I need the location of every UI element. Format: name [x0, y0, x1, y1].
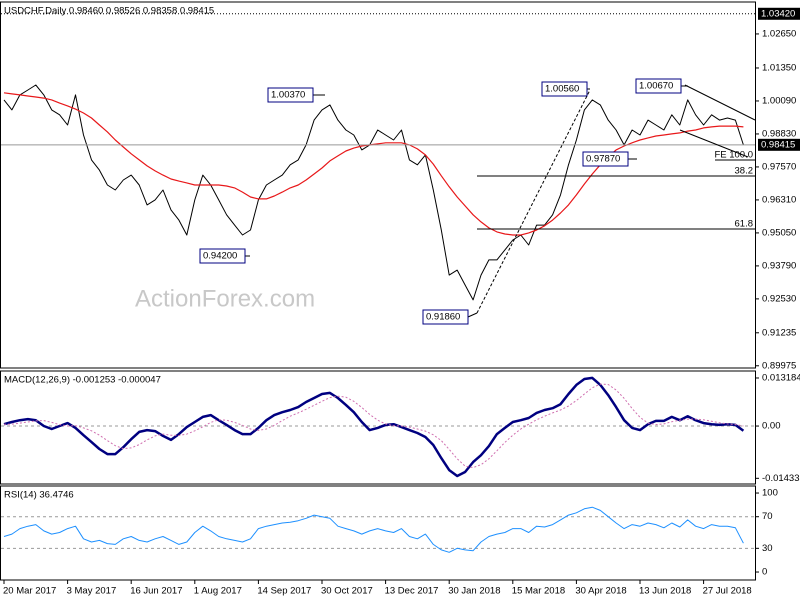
price-tag: [758, 7, 800, 20]
y-tick-label: 1.00090: [762, 95, 796, 106]
y-tick-label: 0: [762, 567, 767, 578]
trend-line: [476, 89, 591, 314]
panel-frame: [0, 485, 756, 581]
fib-label: 38.2: [735, 166, 754, 177]
watermark: ActionForex.com: [135, 285, 315, 312]
annotation-label: 0.97870: [586, 154, 620, 165]
fib-label: 61.8: [735, 219, 754, 230]
price-tag: [758, 138, 800, 151]
panel-frame: [0, 370, 756, 485]
y-tick-label: 0.97570: [762, 161, 796, 172]
x-tick-label: 30 Apr 2018: [575, 586, 626, 597]
y-tick-label: 0.93790: [762, 260, 796, 271]
price-tag-label: 1.03420: [761, 8, 795, 19]
y-tick-label: 0.00: [762, 421, 781, 432]
annotation-label: 1.00560: [545, 84, 579, 95]
y-tick-label: 0.013184: [762, 372, 800, 383]
series-line: [3, 376, 745, 478]
annotation-box: [635, 78, 682, 94]
x-tick-label: 13 Jun 2018: [639, 586, 691, 597]
annotation-box: [199, 248, 246, 264]
x-tick-label: 3 May 2017: [67, 586, 117, 597]
annotation-leader: [467, 312, 478, 318]
y-tick-label: 0.96310: [762, 194, 796, 205]
annotation-box: [422, 309, 469, 325]
annotation-box: [582, 151, 629, 167]
x-tick-label: 16 Jun 2017: [130, 586, 182, 597]
annotation-box: [267, 87, 314, 103]
y-tick-label: 0.92530: [762, 293, 796, 304]
y-tick-label: 70: [762, 511, 773, 522]
y-tick-label: 0.98830: [762, 128, 796, 139]
y-tick-label: -0.014339: [762, 473, 800, 484]
y-tick-label: 0.91235: [762, 327, 796, 338]
fib-label: FE 100.0: [714, 150, 753, 161]
annotation-label: 1.00670: [639, 81, 673, 92]
y-tick-label: 0.89975: [762, 360, 796, 371]
panel-title: USDCHF,Daily 0.98460 0.98526 0.98358 0.9…: [4, 6, 214, 17]
panel-title: RSI(14) 36.4746: [4, 490, 74, 501]
x-tick-label: 30 Oct 2017: [321, 586, 373, 597]
y-tick-label: 1.02650: [762, 28, 796, 39]
price-tag-label: 0.98415: [761, 139, 795, 150]
panel-frame: [0, 1, 756, 369]
x-tick-label: 15 Mar 2018: [512, 586, 565, 597]
annotation-box: [541, 81, 588, 97]
annotation-label: 0.94200: [203, 251, 237, 262]
y-tick-label: 30: [762, 543, 773, 554]
annotation-label: 1.00370: [271, 90, 305, 101]
x-tick-label: 14 Sep 2017: [257, 586, 311, 597]
series-line: [3, 84, 744, 301]
annotation-label: 0.91860: [426, 312, 460, 323]
x-tick-label: 27 Jul 2018: [703, 586, 752, 597]
series-line: [4, 383, 744, 469]
y-tick-label: 1.01350: [762, 62, 796, 73]
channel-line: [679, 129, 749, 158]
y-tick-label: 0.95050: [762, 227, 796, 238]
series-line: [3, 506, 744, 553]
channel-line: [684, 84, 756, 121]
x-tick-label: 1 Aug 2017: [194, 586, 242, 597]
x-tick-label: 30 Jan 2018: [448, 586, 500, 597]
x-tick-label: 20 Mar 2017: [3, 586, 56, 597]
y-tick-label: 100: [762, 488, 778, 499]
x-tick-label: 13 Dec 2017: [385, 586, 439, 597]
panel-title: MACD(12,26,9) -0.001253 -0.000047: [4, 375, 161, 386]
